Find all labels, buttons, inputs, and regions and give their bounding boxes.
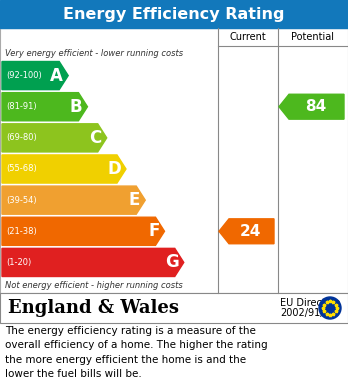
Text: 84: 84	[305, 99, 326, 114]
Text: A: A	[50, 66, 63, 84]
Text: 24: 24	[240, 224, 261, 239]
Text: Potential: Potential	[292, 32, 334, 42]
Circle shape	[319, 297, 341, 319]
Text: (39-54): (39-54)	[6, 196, 37, 204]
Text: Not energy efficient - higher running costs: Not energy efficient - higher running co…	[5, 281, 183, 290]
Text: 2002/91/EC: 2002/91/EC	[280, 308, 337, 318]
Text: (69-80): (69-80)	[6, 133, 37, 142]
Text: (21-38): (21-38)	[6, 227, 37, 236]
Polygon shape	[2, 93, 87, 121]
Polygon shape	[219, 219, 274, 244]
Text: B: B	[70, 98, 82, 116]
Text: (55-68): (55-68)	[6, 165, 37, 174]
Bar	[0, 28, 348, 293]
Text: F: F	[148, 222, 159, 240]
Text: (81-91): (81-91)	[6, 102, 37, 111]
Text: The energy efficiency rating is a measure of the
overall efficiency of a home. T: The energy efficiency rating is a measur…	[5, 326, 268, 379]
Text: G: G	[165, 253, 179, 271]
Polygon shape	[279, 94, 344, 119]
Text: Energy Efficiency Rating: Energy Efficiency Rating	[63, 7, 285, 22]
Text: EU Directive: EU Directive	[280, 298, 340, 308]
Polygon shape	[2, 248, 184, 276]
Text: Current: Current	[230, 32, 266, 42]
Bar	[0, 293, 348, 323]
Polygon shape	[2, 124, 107, 152]
Polygon shape	[2, 186, 145, 214]
Bar	[0, 0, 348, 28]
Text: E: E	[129, 191, 140, 209]
Text: (1-20): (1-20)	[6, 258, 31, 267]
Text: Very energy efficient - lower running costs: Very energy efficient - lower running co…	[5, 49, 183, 58]
Text: C: C	[89, 129, 102, 147]
Text: England & Wales: England & Wales	[8, 299, 179, 317]
Text: D: D	[107, 160, 121, 178]
Polygon shape	[2, 217, 165, 246]
Polygon shape	[2, 155, 126, 183]
Polygon shape	[2, 61, 68, 90]
Text: (92-100): (92-100)	[6, 71, 42, 80]
